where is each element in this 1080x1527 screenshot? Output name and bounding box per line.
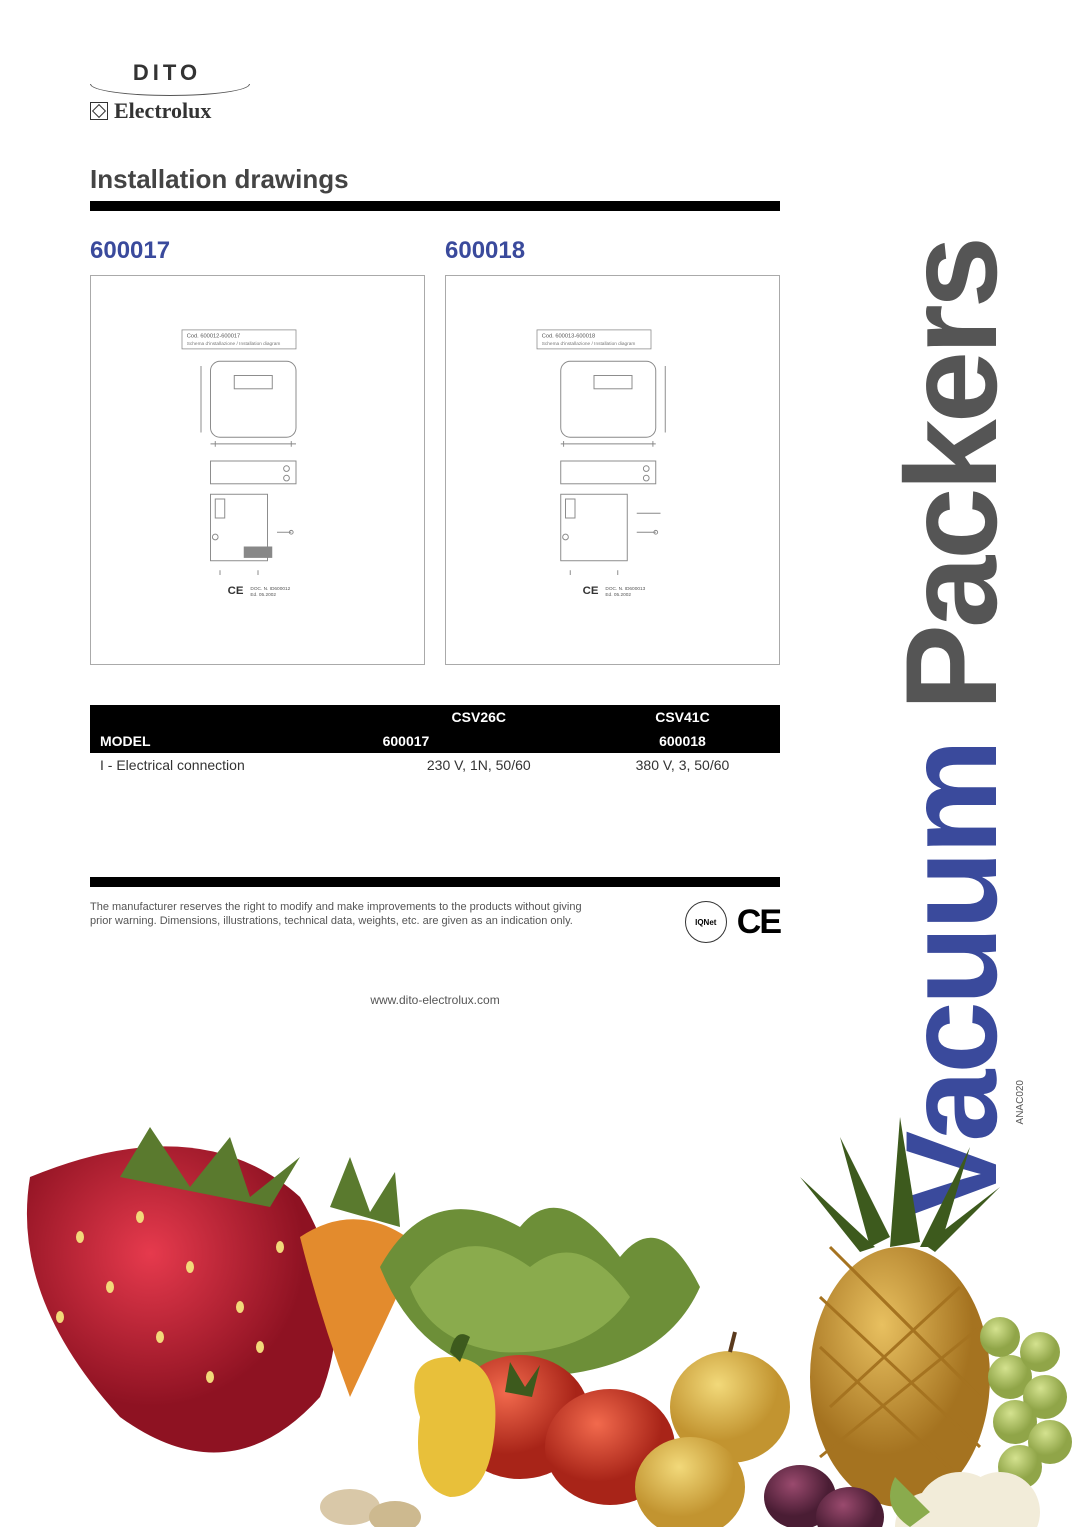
- svg-text:Cod. 600012-600017: Cod. 600012-600017: [186, 333, 239, 339]
- vertical-product-title: Vacuum Packers: [893, 240, 1010, 1217]
- spec-table: MODEL CSV26C CSV41C 600017 600018 I - El…: [90, 705, 780, 777]
- installation-diagram-icon: Cod. 600012-600017 Schema d'installazion…: [163, 328, 353, 613]
- disclaimer-text: The manufacturer reserves the right to m…: [90, 901, 590, 929]
- svg-text:DOC. N. ID600012: DOC. N. ID600012: [250, 586, 290, 592]
- ce-mark-icon: CE: [737, 903, 780, 942]
- section-title: Installation drawings: [90, 164, 780, 195]
- footer-row: The manufacturer reserves the right to m…: [90, 901, 780, 943]
- drawings-row: 600017 Cod. 600012-600017 Schema d'insta…: [90, 237, 780, 665]
- col-csv26-top: CSV26C: [373, 705, 585, 729]
- logo-dito: DITO: [92, 60, 242, 86]
- svg-text:Cod. 600013-600018: Cod. 600013-600018: [541, 333, 594, 339]
- svg-text:CE: CE: [582, 585, 598, 597]
- certification-block: IQNet CE: [685, 901, 780, 943]
- website-url: www.dito-electrolux.com: [90, 993, 780, 1007]
- vert-title-line2: Packers: [878, 240, 1024, 711]
- logo-electrolux-text: Electrolux: [114, 98, 211, 124]
- drawing-box: Cod. 600013-600018 Schema d'installazion…: [445, 275, 780, 665]
- col-csv26-sub: 600017: [373, 729, 585, 753]
- col-csv41-sub: 600018: [585, 729, 780, 753]
- svg-text:Ed. 05.2002: Ed. 05.2002: [605, 591, 631, 597]
- drawing-code: 600018: [445, 237, 780, 265]
- logo-electrolux: Electrolux: [90, 98, 780, 124]
- table-row: I - Electrical connection 230 V, 1N, 50/…: [90, 753, 780, 777]
- svg-text:Schema d'installazione / Insta: Schema d'installazione / Installation di…: [541, 341, 635, 347]
- drawing-box: Cod. 600012-600017 Schema d'installazion…: [90, 275, 425, 665]
- svg-text:Ed. 05.2002: Ed. 05.2002: [250, 591, 276, 597]
- electrolux-icon: [90, 102, 108, 120]
- row-v1: 230 V, 1N, 50/60: [373, 753, 585, 777]
- iqnet-icon: IQNet: [685, 901, 727, 943]
- col-csv41-top: CSV41C: [585, 705, 780, 729]
- svg-text:DOC. N. ID600013: DOC. N. ID600013: [605, 586, 645, 592]
- installation-diagram-icon: Cod. 600013-600018 Schema d'installazion…: [518, 328, 708, 613]
- footer-rule: [90, 877, 780, 887]
- svg-text:Schema d'installazione / Insta: Schema d'installazione / Installation di…: [186, 341, 280, 347]
- col-model-header: MODEL: [90, 705, 373, 753]
- section-title-rule: [90, 201, 780, 211]
- drawing-col-600017: 600017 Cod. 600012-600017 Schema d'insta…: [90, 237, 425, 665]
- drawing-col-600018: 600018 Cod. 600013-600018 Schema d'insta…: [445, 237, 780, 665]
- food-photo-band: [0, 1117, 1080, 1527]
- row-label: I - Electrical connection: [90, 753, 373, 777]
- svg-text:CE: CE: [227, 585, 243, 597]
- drawing-code: 600017: [90, 237, 425, 265]
- row-v2: 380 V, 3, 50/60: [585, 753, 780, 777]
- brand-logo-block: DITO Electrolux: [90, 60, 780, 124]
